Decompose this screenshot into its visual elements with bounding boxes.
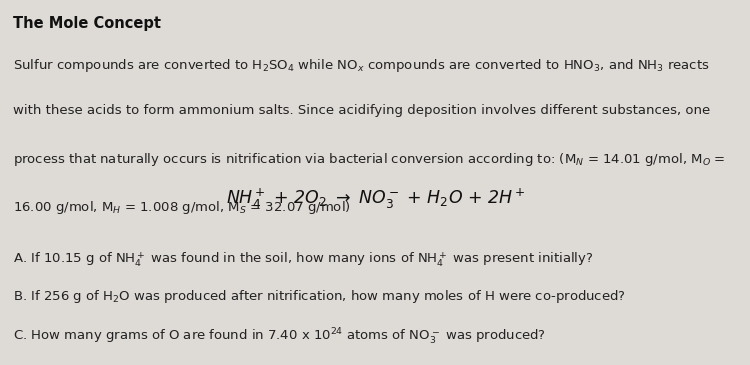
Text: 16.00 g/mol, M$_H$ = 1.008 g/mol, M$_S$ = 32.07 g/mol): 16.00 g/mol, M$_H$ = 1.008 g/mol, M$_S$ …	[13, 199, 351, 216]
Text: with these acids to form ammonium salts. Since acidifying deposition involves di: with these acids to form ammonium salts.…	[13, 104, 711, 117]
Text: NH$_4^+$ + 2O$_2$ $\rightarrow$ NO$_3^-$ + H$_2$O + 2H$^+$: NH$_4^+$ + 2O$_2$ $\rightarrow$ NO$_3^-$…	[226, 187, 524, 211]
Text: B. If 256 g of H$_2$O was produced after nitrification, how many moles of H were: B. If 256 g of H$_2$O was produced after…	[13, 288, 626, 306]
Text: The Mole Concept: The Mole Concept	[13, 16, 161, 31]
Text: Sulfur compounds are converted to H$_2$SO$_4$ while NO$_x$ compounds are convert: Sulfur compounds are converted to H$_2$S…	[13, 57, 710, 74]
Text: A. If 10.15 g of NH$_4^+$ was found in the soil, how many ions of NH$_4^+$ was p: A. If 10.15 g of NH$_4^+$ was found in t…	[13, 250, 594, 269]
Text: C. How many grams of O are found in 7.40 x 10$^{24}$ atoms of NO$_3^-$ was produ: C. How many grams of O are found in 7.40…	[13, 327, 547, 347]
Text: process that naturally occurs is nitrification via bacterial conversion accordin: process that naturally occurs is nitrifi…	[13, 151, 726, 169]
